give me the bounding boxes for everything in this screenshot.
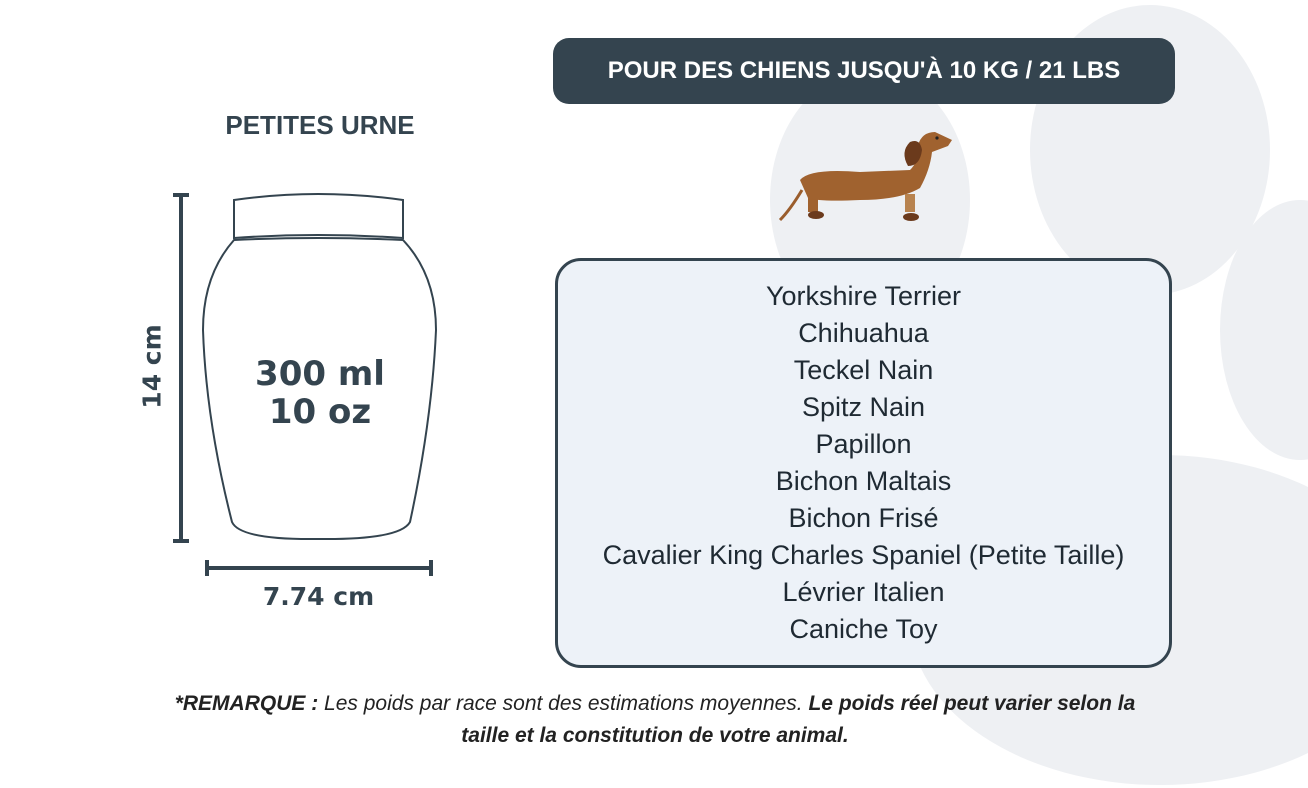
breed-item: Bichon Frisé <box>788 503 939 533</box>
capacity-oz: 10 oz <box>268 392 372 432</box>
dachshund-icon <box>778 132 952 222</box>
breed-item: Papillon <box>815 429 912 459</box>
capacity-ml: 300 ml <box>255 354 385 394</box>
width-dimension-line <box>205 560 433 576</box>
breed-item: Cavalier King Charles Spaniel (Petite Ta… <box>602 540 1125 570</box>
breed-item: Spitz Nain <box>801 392 926 422</box>
height-label: 14 cm <box>137 324 167 409</box>
remark-label: *REMARQUE : <box>174 692 319 715</box>
capacity-label: 300 ml 10 oz <box>220 355 420 431</box>
breed-item: Bichon Maltais <box>775 466 952 496</box>
width-label: 7.74 cm <box>262 582 375 611</box>
height-dimension-line <box>173 193 189 543</box>
breed-item: Caniche Toy <box>789 614 938 644</box>
remark-note: *REMARQUE : Les poids par race sont des … <box>150 688 1160 752</box>
breed-item: Teckel Nain <box>793 355 934 385</box>
breed-list: Yorkshire Terrier Chihuahua Teckel Nain … <box>555 258 1172 668</box>
weight-banner: POUR DES CHIENS JUSQU'À 10 KG / 21 LBS <box>553 38 1175 104</box>
breed-item: Yorkshire Terrier <box>765 281 962 311</box>
breed-item: Lévrier Italien <box>782 577 945 607</box>
product-title: PETITES URNE <box>225 110 415 140</box>
breed-item: Chihuahua <box>798 318 929 348</box>
remark-emphasis: Le poids réel peut varier selon la taill… <box>461 692 1136 747</box>
remark-text: Les poids par race sont des estimations … <box>318 692 809 715</box>
urn-icon <box>173 193 438 576</box>
